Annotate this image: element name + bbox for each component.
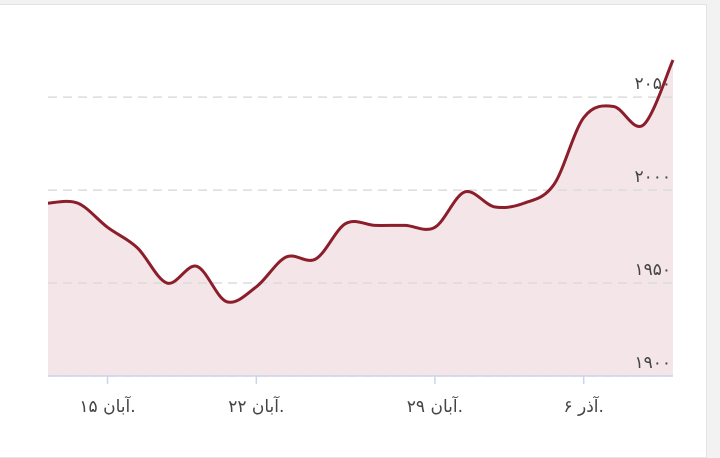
y-tick-label: ۱۹۰۰: [634, 353, 671, 373]
line: [47, 59, 675, 304]
y-tick-label: ۱۹۵۰: [634, 260, 671, 280]
x-tick-label: آبان ۲۲.: [228, 395, 284, 417]
x-tick-label: آبان ۲۹.: [407, 395, 463, 417]
x-tick-label: آذر ۶.: [563, 395, 603, 417]
area: [48, 60, 673, 376]
y-tick-label: ۲۰۰۰: [634, 167, 671, 187]
x-tick-label: آبان ۱۵.: [79, 395, 135, 417]
